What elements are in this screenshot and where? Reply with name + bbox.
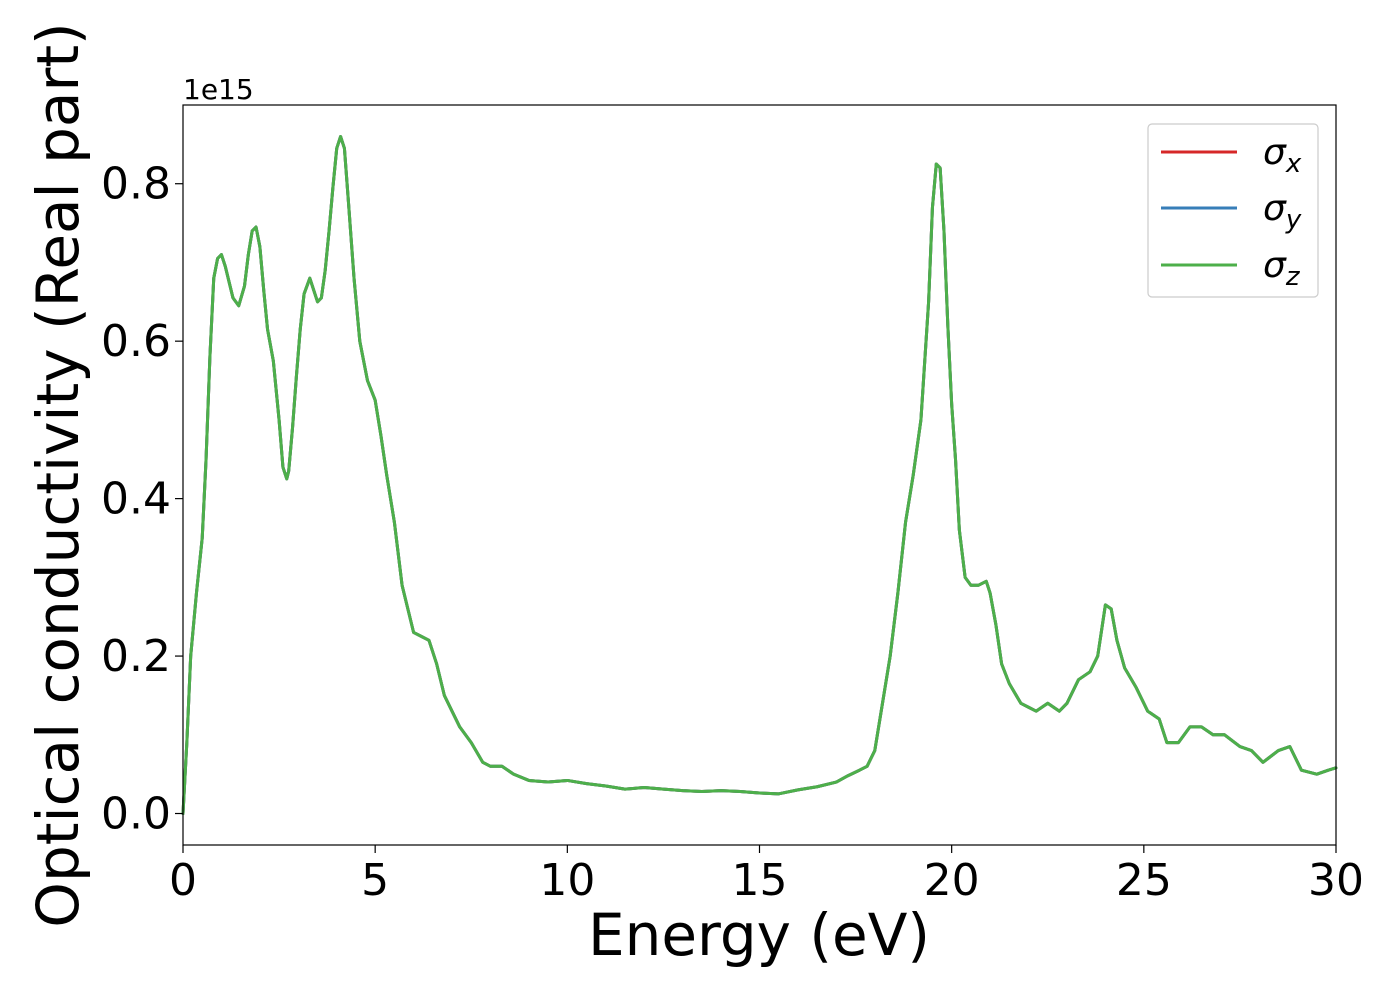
- y-offset-label: 1e15: [183, 73, 254, 106]
- y-tick-label: 0.0: [101, 789, 171, 840]
- series-line-z: [181, 134, 1338, 816]
- x-axis-ticks: 0 5 10 15 20 25 30: [169, 845, 1364, 906]
- legend-box: [1147, 123, 1319, 298]
- y-axis-title: Optical conductivity (Real part): [24, 22, 92, 927]
- plot-area: [183, 105, 1336, 845]
- series-layer: [181, 134, 1338, 816]
- x-tick-label: 10: [539, 855, 595, 906]
- legend-label-z: σz: [1263, 245, 1301, 292]
- x-axis-title: Energy (eV): [588, 901, 930, 969]
- y-tick-label: 0.4: [101, 474, 171, 525]
- y-tick-label: 0.8: [101, 159, 171, 210]
- x-tick-label: 0: [169, 855, 197, 906]
- x-tick-label: 20: [924, 855, 980, 906]
- y-axis-ticks: 0.0 0.2 0.4 0.6 0.8: [101, 159, 183, 840]
- x-tick-label: 30: [1308, 855, 1364, 906]
- y-tick-label: 0.2: [101, 631, 171, 682]
- y-tick-label: 0.6: [101, 316, 171, 367]
- x-tick-label: 5: [361, 855, 389, 906]
- x-tick-label: 25: [1116, 855, 1172, 906]
- x-tick-label: 15: [732, 855, 788, 906]
